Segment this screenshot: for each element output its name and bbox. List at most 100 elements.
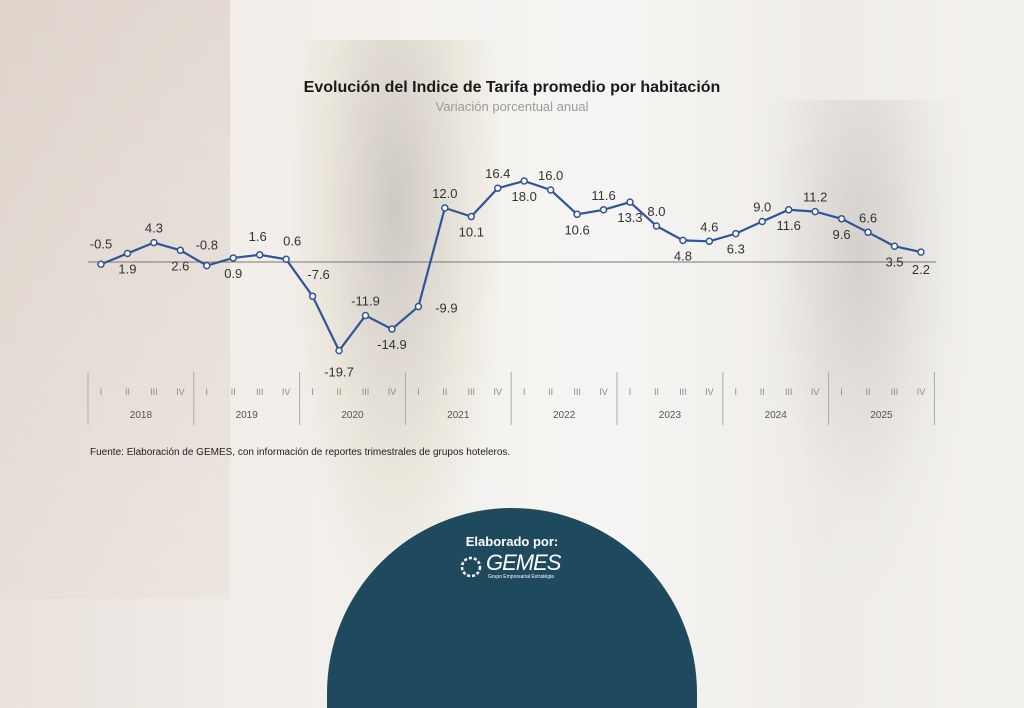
data-label: 2.6 bbox=[171, 258, 189, 273]
data-label: -11.9 bbox=[351, 294, 380, 309]
quarter-tick-label: III bbox=[891, 387, 899, 397]
data-label: 9.6 bbox=[833, 227, 851, 242]
chart-subtitle: Variación porcentual anual bbox=[435, 99, 589, 114]
quarter-tick-label: III bbox=[785, 387, 793, 397]
quarter-tick-label: I bbox=[100, 387, 103, 397]
data-label: 8.0 bbox=[647, 204, 665, 219]
data-point bbox=[467, 212, 476, 221]
quarter-tick-label: IV bbox=[917, 387, 926, 397]
data-point bbox=[837, 215, 846, 223]
data-point bbox=[917, 248, 925, 256]
data-point bbox=[679, 236, 687, 245]
logo-circle-icon bbox=[460, 556, 482, 578]
data-label: -14.9 bbox=[377, 337, 407, 352]
data-point bbox=[414, 302, 423, 311]
quarter-tick-label: II bbox=[548, 387, 553, 397]
data-point bbox=[758, 217, 766, 226]
logo-text: GEMES bbox=[486, 550, 561, 575]
footer-label: Elaborado por: bbox=[465, 534, 559, 549]
quarter-tick-label: III bbox=[573, 387, 581, 397]
quarter-tick-label: II bbox=[654, 387, 659, 397]
data-point bbox=[652, 222, 661, 230]
data-label: -9.9 bbox=[435, 301, 457, 316]
year-tick-label: 2021 bbox=[447, 410, 470, 421]
data-label: 6.6 bbox=[859, 210, 877, 225]
source-note: Fuente: Elaboración de GEMES, con inform… bbox=[90, 447, 511, 458]
quarter-tick-label: IV bbox=[811, 387, 820, 397]
data-point bbox=[705, 237, 714, 246]
quarter-tick-label: I bbox=[840, 387, 843, 397]
data-label: 12.0 bbox=[432, 186, 457, 201]
chart-title: Evolución del Indice de Tarifa promedio … bbox=[303, 79, 721, 96]
quarter-tick-label: III bbox=[468, 387, 476, 397]
data-point bbox=[203, 261, 211, 270]
data-label: 18.0 bbox=[512, 189, 537, 204]
quarter-tick-label: II bbox=[337, 387, 342, 397]
year-tick-label: 2025 bbox=[870, 410, 893, 421]
quarter-tick-label: I bbox=[523, 387, 526, 397]
quarter-tick-label: IV bbox=[282, 387, 291, 397]
quarter-tick-label: I bbox=[311, 387, 314, 397]
data-point bbox=[388, 325, 396, 333]
data-point bbox=[599, 206, 608, 214]
data-point bbox=[97, 260, 105, 268]
data-point bbox=[732, 229, 740, 238]
data-point bbox=[361, 311, 370, 320]
quarter-tick-label: II bbox=[125, 387, 130, 397]
data-label: 11.6 bbox=[591, 188, 615, 203]
data-point bbox=[520, 177, 528, 185]
data-label: 4.8 bbox=[674, 248, 692, 263]
data-point bbox=[784, 206, 793, 214]
quarter-tick-label: II bbox=[442, 387, 447, 397]
quarter-tick-label: I bbox=[206, 387, 209, 397]
data-label: 2.2 bbox=[912, 262, 930, 277]
quarter-tick-label: III bbox=[256, 387, 264, 397]
data-point bbox=[123, 249, 132, 258]
year-tick-label: 2024 bbox=[765, 410, 788, 421]
data-label: 11.2 bbox=[803, 190, 827, 205]
data-label: 10.6 bbox=[564, 222, 589, 237]
line-chart: I II III IV I II III IV I II III IV I II III IV I II III IV… bbox=[87, 166, 936, 425]
data-point bbox=[890, 242, 899, 250]
data-point bbox=[494, 184, 502, 192]
quarter-tick-label: I bbox=[735, 387, 738, 397]
year-tick-label: 2022 bbox=[553, 410, 576, 421]
data-label: 0.6 bbox=[283, 233, 301, 248]
data-point bbox=[811, 207, 819, 216]
data-point bbox=[546, 186, 555, 194]
quarter-tick-label: II bbox=[760, 387, 765, 397]
data-point bbox=[335, 346, 343, 355]
quarter-tick-label: II bbox=[231, 387, 236, 397]
data-label: -0.8 bbox=[196, 238, 218, 253]
quarter-tick-label: I bbox=[629, 387, 632, 397]
data-label: -19.7 bbox=[324, 365, 354, 380]
data-label: 3.5 bbox=[885, 254, 903, 269]
quarter-tick-label: IV bbox=[176, 387, 185, 397]
data-label: 6.3 bbox=[727, 242, 745, 257]
data-label: 13.3 bbox=[617, 210, 642, 225]
data-point bbox=[626, 198, 634, 206]
year-tick-label: 2018 bbox=[130, 410, 153, 421]
data-point bbox=[176, 246, 185, 255]
logo-subtext: Grupo Empresarial Estratégia bbox=[488, 574, 554, 580]
quarter-tick-label: IV bbox=[493, 387, 502, 397]
series-line bbox=[100, 179, 922, 353]
data-point bbox=[308, 292, 317, 300]
data-label: -7.6 bbox=[307, 267, 329, 282]
quarter-tick-label: III bbox=[362, 387, 370, 397]
gemes-logo: GEMES Grupo Empresarial Estratégia bbox=[458, 550, 568, 582]
data-label: 4.6 bbox=[700, 219, 718, 234]
data-point bbox=[229, 254, 237, 262]
data-label: 1.6 bbox=[249, 229, 267, 244]
quarter-tick-label: IV bbox=[705, 387, 714, 397]
data-point bbox=[573, 210, 581, 219]
data-label: 11.6 bbox=[777, 218, 801, 233]
data-label: -0.5 bbox=[90, 236, 112, 251]
data-label: 9.0 bbox=[753, 200, 771, 215]
quarter-tick-label: IV bbox=[599, 387, 608, 397]
data-label: 16.4 bbox=[485, 166, 510, 181]
background-photo-person-right bbox=[750, 100, 970, 600]
data-point bbox=[282, 255, 290, 264]
year-tick-label: 2019 bbox=[236, 410, 259, 421]
data-label: 0.9 bbox=[224, 266, 242, 281]
